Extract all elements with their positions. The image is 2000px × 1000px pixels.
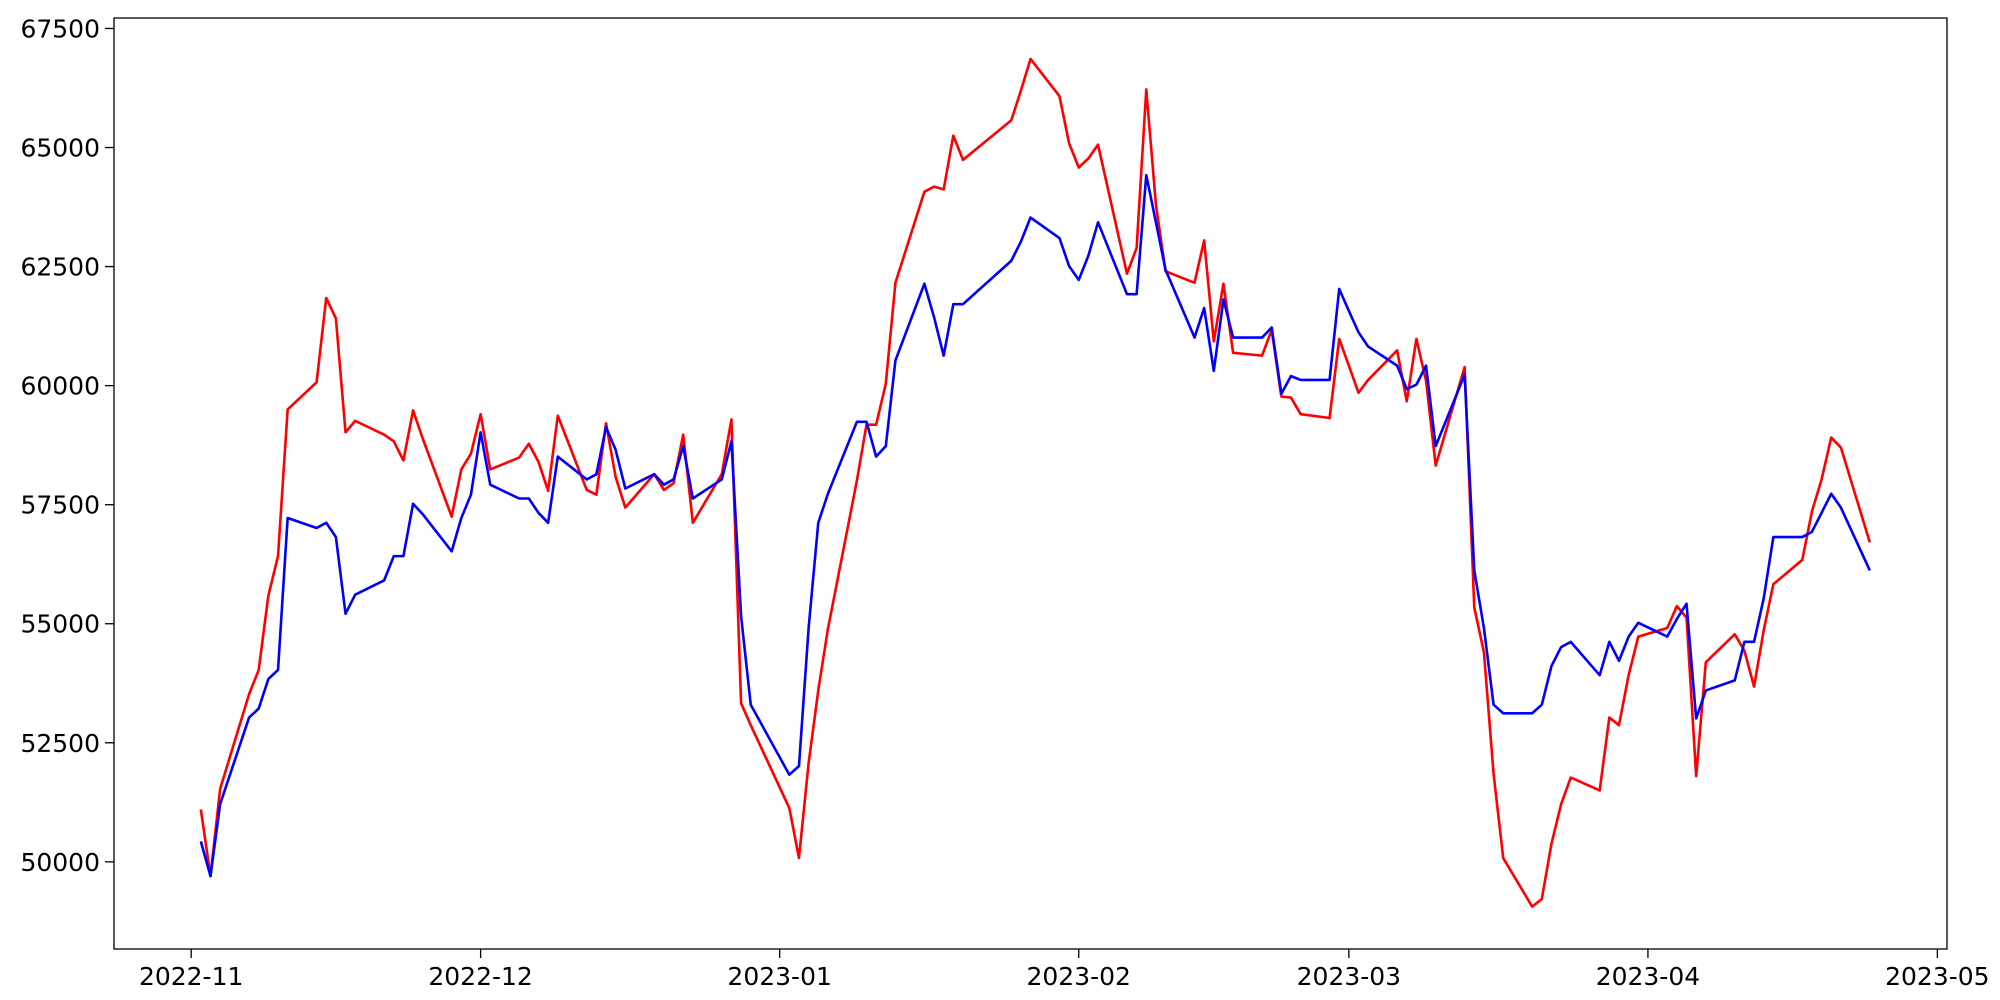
x-tick-label: 2023-03 xyxy=(1297,962,1401,991)
x-tick-label: 2023-05 xyxy=(1885,962,1989,991)
y-tick-label: 67500 xyxy=(20,14,100,43)
series-line xyxy=(199,57,1872,908)
x-tick-label: 2022-12 xyxy=(428,962,532,991)
y-tick-label: 55000 xyxy=(20,610,100,639)
y-tick-label: 65000 xyxy=(20,134,100,163)
series-line xyxy=(199,173,1872,878)
x-tick-label: 2023-01 xyxy=(727,962,831,991)
y-tick-label: 52500 xyxy=(20,729,100,758)
x-tick-label: 2023-04 xyxy=(1596,962,1700,991)
y-tick-label: 62500 xyxy=(20,253,100,282)
y-tick-label: 57500 xyxy=(20,491,100,520)
x-tick-label: 2022-11 xyxy=(139,962,243,991)
x-tick-label: 2023-02 xyxy=(1027,962,1131,991)
plot-frame xyxy=(113,17,1948,950)
y-tick-label: 60000 xyxy=(20,372,100,401)
y-tick-label: 50000 xyxy=(20,848,100,877)
